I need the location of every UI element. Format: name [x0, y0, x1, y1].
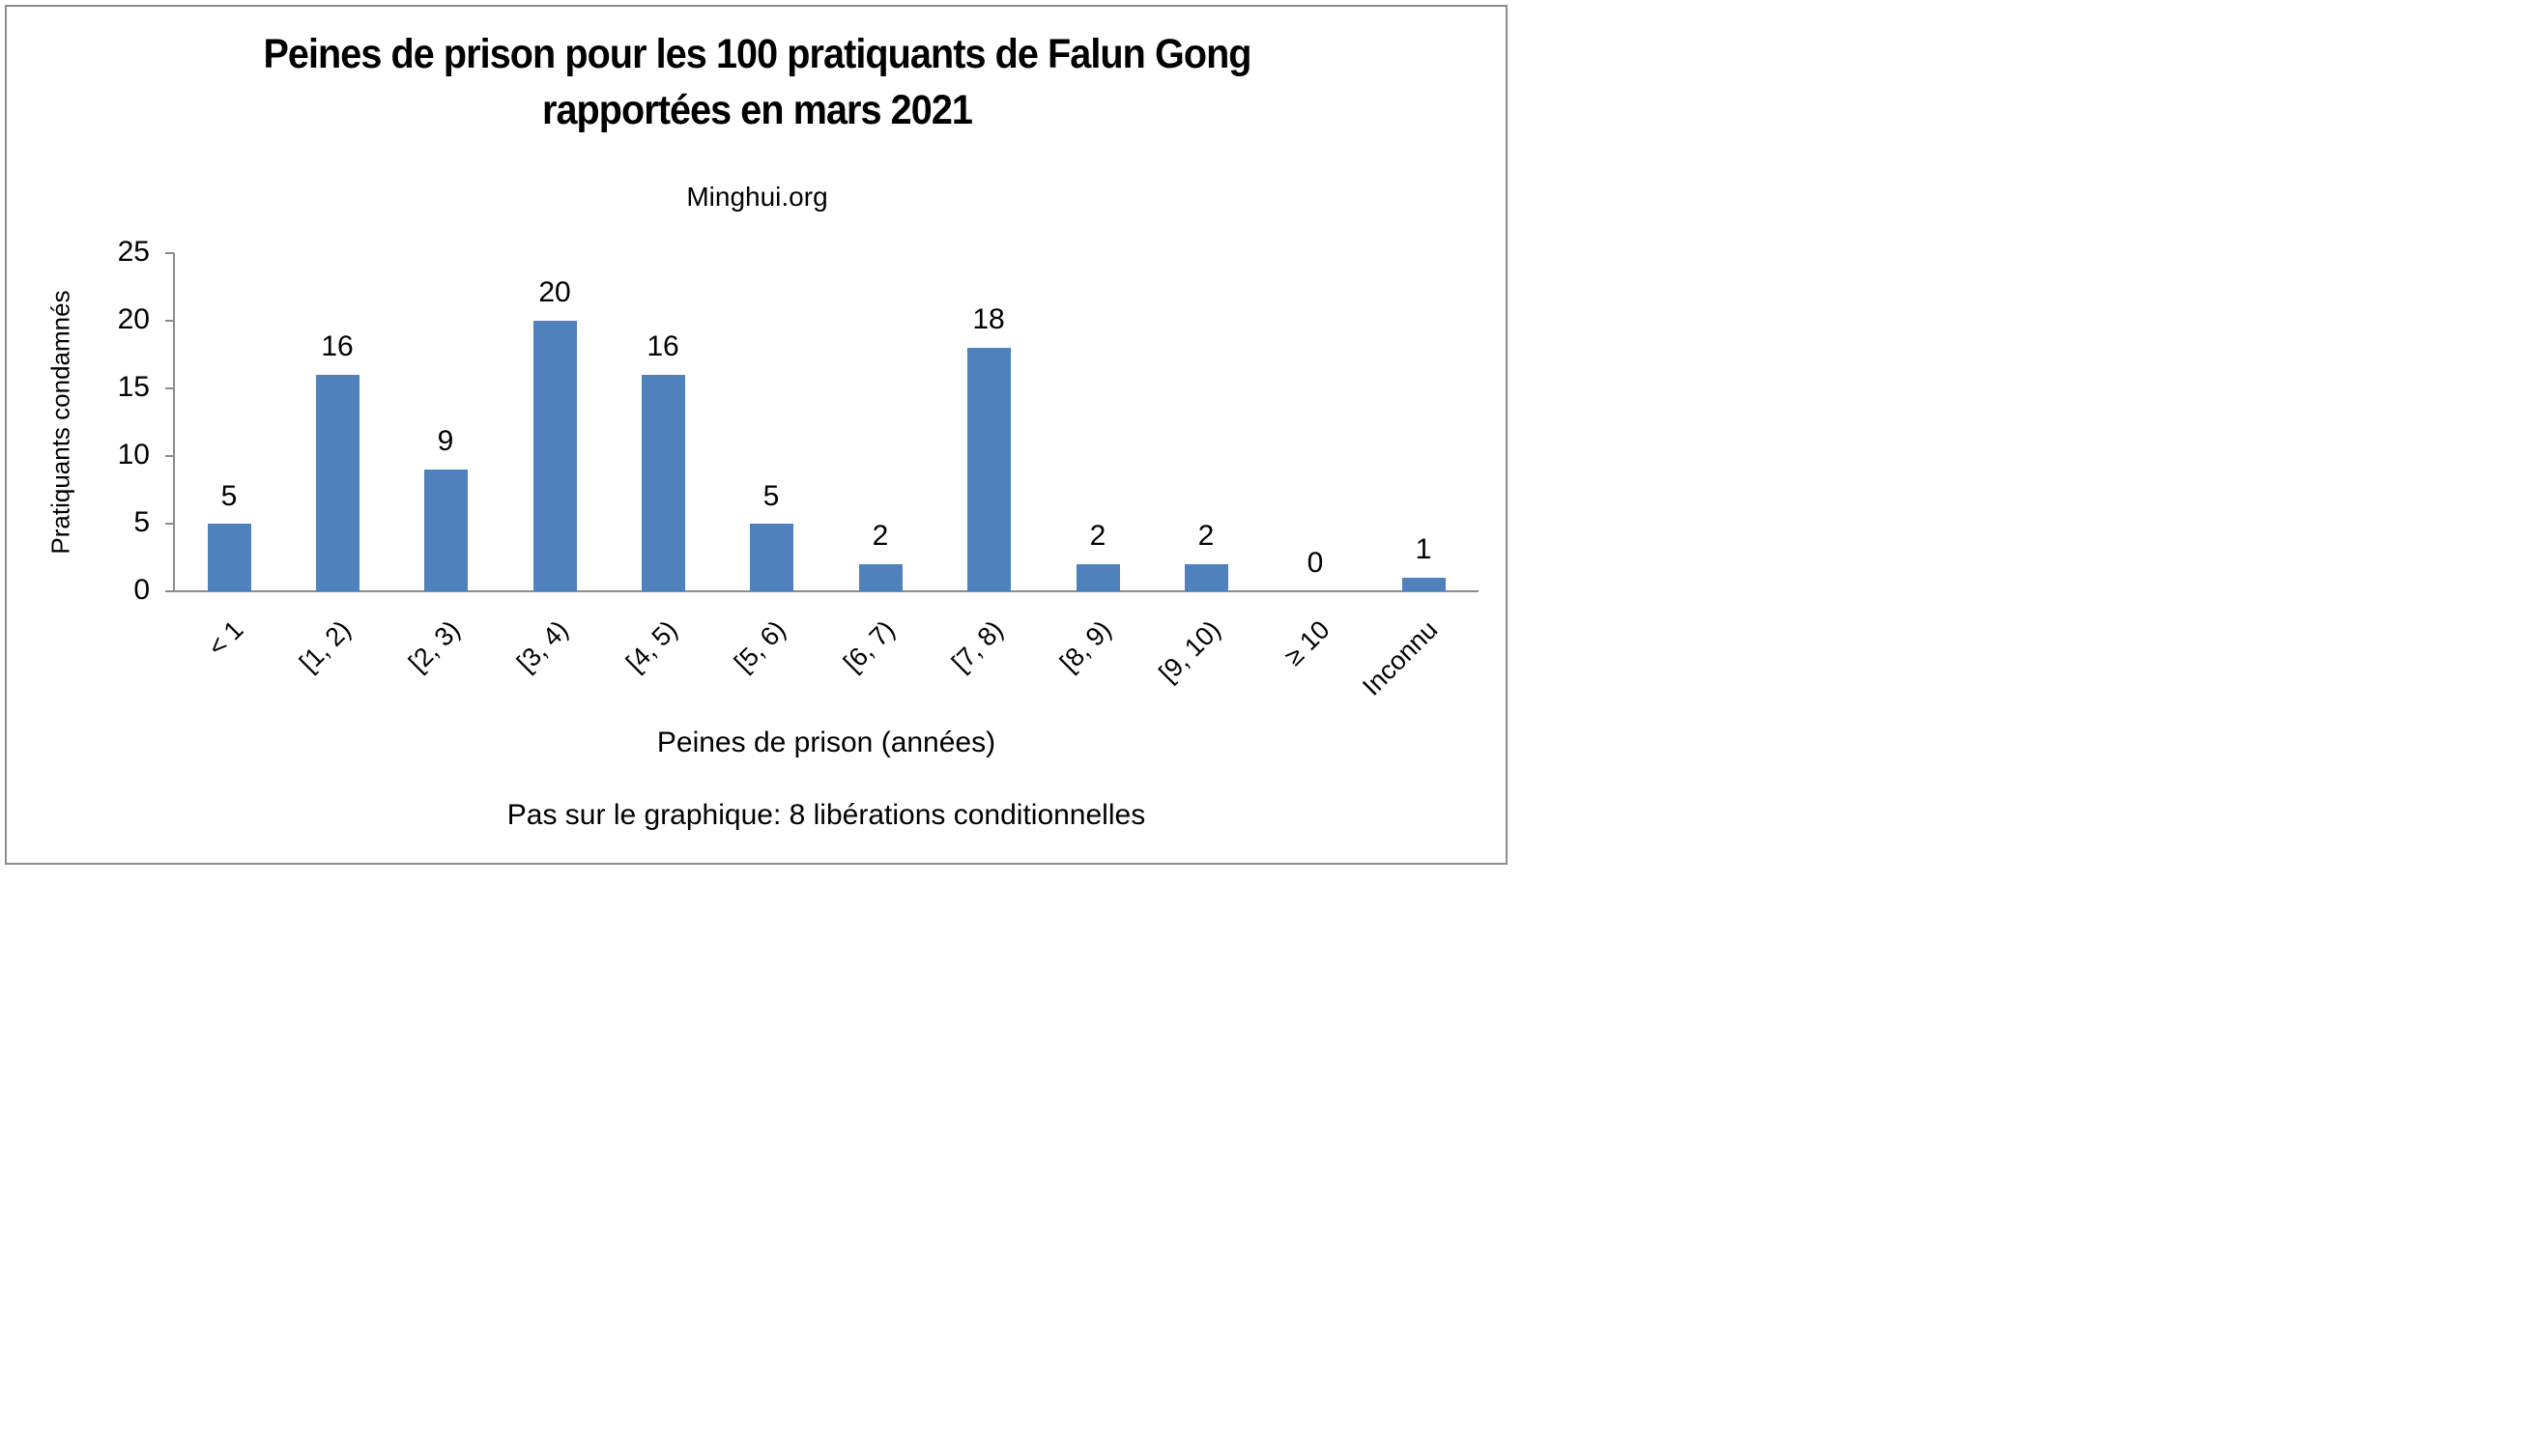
y-tick — [165, 523, 174, 525]
bar-lt-1[interactable] — [208, 524, 251, 591]
chart-title-line2: rapportées en mars 2021 — [541, 87, 973, 133]
data-label: 2 — [1197, 520, 1215, 552]
y-tick — [165, 387, 174, 389]
y-tick — [165, 320, 174, 322]
bar-unknown[interactable] — [1402, 578, 1446, 591]
data-label: 18 — [972, 303, 1005, 335]
x-axis-line — [165, 590, 1479, 592]
bar-9-10[interactable] — [1185, 564, 1228, 591]
bar-7-8[interactable] — [967, 348, 1011, 591]
data-label: 16 — [647, 330, 679, 362]
bar-4-5[interactable] — [642, 375, 685, 591]
data-label: 2 — [1089, 520, 1106, 552]
x-axis-title: Peines de prison (années) — [656, 727, 996, 758]
bar-8-9[interactable] — [1077, 564, 1120, 591]
bar-1-2[interactable] — [316, 375, 359, 591]
data-label: 20 — [538, 276, 571, 308]
data-label: 9 — [437, 425, 454, 457]
y-tick-label: 20 — [117, 303, 150, 335]
data-label: 5 — [762, 480, 780, 512]
bar-2-3[interactable] — [424, 470, 468, 591]
y-tick — [165, 590, 174, 592]
y-tick-label: 0 — [133, 574, 150, 606]
chart-frame — [5, 5, 1508, 865]
y-axis-line — [173, 253, 175, 592]
y-tick-label: 5 — [133, 506, 150, 538]
data-label: 2 — [872, 520, 889, 552]
chart-title-line1: Peines de prison pour les 100 pratiquant… — [263, 31, 1251, 77]
bar-6-7[interactable] — [859, 564, 903, 591]
data-label: 0 — [1307, 547, 1324, 579]
y-tick — [165, 455, 174, 457]
bar-5-6[interactable] — [750, 524, 793, 591]
y-tick-label: 25 — [117, 236, 150, 268]
y-tick-label: 10 — [117, 439, 150, 471]
y-tick — [165, 252, 174, 254]
footnote: Pas sur le graphique: 8 libérations cond… — [506, 799, 1146, 831]
chart-subtitle: Minghui.org — [686, 182, 828, 212]
data-label: 16 — [321, 330, 354, 362]
y-tick-label: 15 — [117, 371, 150, 403]
data-label: 1 — [1415, 533, 1432, 565]
y-axis-title: Pratiquants condamnés — [45, 290, 75, 555]
data-label: 5 — [220, 480, 238, 512]
bar-3-4[interactable] — [533, 321, 577, 591]
